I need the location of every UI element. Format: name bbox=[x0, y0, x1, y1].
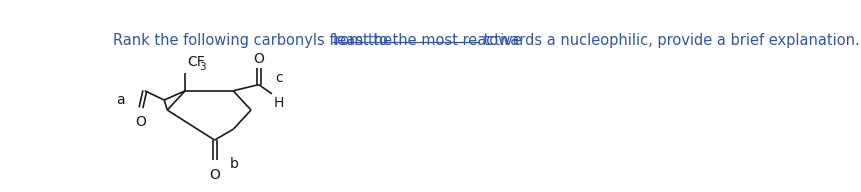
Text: O: O bbox=[209, 168, 220, 182]
Text: c: c bbox=[275, 71, 282, 85]
Text: towards a nucleophilic, provide a brief explanation.: towards a nucleophilic, provide a brief … bbox=[480, 33, 860, 48]
Text: least to the most reactive: least to the most reactive bbox=[333, 33, 522, 48]
Text: a: a bbox=[116, 93, 125, 107]
Text: b: b bbox=[230, 157, 239, 171]
Text: O: O bbox=[135, 115, 146, 129]
Text: CF: CF bbox=[188, 55, 205, 69]
Text: 3: 3 bbox=[199, 62, 205, 72]
Text: H: H bbox=[274, 96, 284, 110]
Text: O: O bbox=[253, 52, 264, 66]
Text: Rank the following carbonyls from the: Rank the following carbonyls from the bbox=[113, 33, 397, 48]
